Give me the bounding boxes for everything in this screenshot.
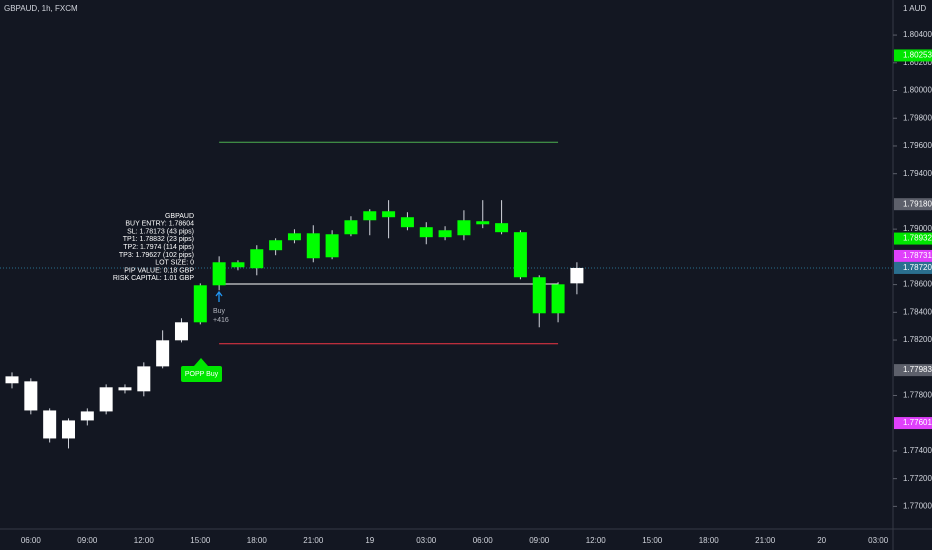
price-tag — [894, 249, 932, 262]
candle-body — [287, 233, 301, 241]
price-tag — [894, 417, 932, 430]
price-tag — [894, 232, 932, 245]
price-tag — [894, 49, 932, 62]
x-tick-label: 20 — [817, 536, 826, 545]
annotation-line: LOT SIZE: 0 — [155, 260, 194, 267]
x-tick-label: 12:00 — [586, 536, 607, 545]
candle-body — [419, 227, 433, 238]
y-tick-label: 1.77000 — [903, 501, 932, 510]
y-tick-label: 1.80200 — [903, 58, 932, 67]
candle-body — [61, 420, 75, 439]
x-tick-label: 18:00 — [247, 536, 268, 545]
annotation-line: GBPAUD — [165, 213, 194, 220]
price-tag-label: 1.77601 — [903, 418, 932, 427]
annotation-line: TP3: 1.79627 (102 pips) — [119, 252, 194, 259]
candle-body — [476, 221, 490, 225]
x-tick-label: 15:00 — [190, 536, 211, 545]
candle-body — [43, 410, 57, 439]
candle-body — [250, 249, 264, 269]
candle-body — [5, 376, 19, 384]
price-tag-label: 1.78731 — [903, 251, 932, 260]
candle-body — [174, 322, 188, 341]
chart-title: GBPAUD, 1h, FXCM — [4, 4, 78, 13]
annotation-line: BUY ENTRY: 1.78604 — [125, 221, 194, 228]
candle-body — [325, 234, 339, 258]
y-tick-label: 1.79000 — [903, 224, 932, 233]
price-tag-label: 1.79180 — [903, 199, 932, 208]
annotation-line: RISK CAPITAL: 1.01 GBP — [113, 275, 195, 282]
candle-body — [269, 240, 283, 251]
signal-box — [181, 366, 222, 382]
y-tick-label: 1.78400 — [903, 307, 932, 316]
x-tick-label: 06:00 — [21, 536, 42, 545]
candle-body — [532, 277, 546, 314]
candle-body — [400, 217, 414, 228]
x-tick-label: 09:00 — [77, 536, 98, 545]
price-tag — [894, 364, 932, 377]
annotation-line: TP1: 1.78832 (23 pips) — [123, 236, 194, 243]
y-tick-label: 1.80000 — [903, 86, 932, 95]
annotation-line: SL: 1.78173 (43 pips) — [127, 228, 194, 235]
y-tick-label: 1.79600 — [903, 141, 932, 150]
buy-text: Buy — [213, 308, 226, 315]
candle-body — [570, 267, 584, 284]
buy-arrow — [215, 290, 223, 302]
x-tick-label: 18:00 — [699, 536, 720, 545]
y-tick-label: 1.77800 — [903, 391, 932, 400]
candle-body — [24, 381, 38, 411]
price-tag-label: 1.78932 — [903, 234, 932, 243]
price-tag-label: 1.77983 — [903, 365, 932, 374]
buy-amount: +416 — [213, 317, 229, 324]
candle-body — [495, 223, 509, 233]
candle-body — [137, 366, 151, 392]
candle-body — [363, 211, 377, 221]
currency-label: 1 AUD — [903, 4, 926, 13]
price-tag-label: 1.78720 — [903, 263, 932, 272]
candle-body — [99, 387, 113, 412]
y-tick-label: 1.78200 — [903, 335, 932, 344]
price-tag-label: 1.80253 — [903, 51, 932, 60]
candle-body — [231, 262, 245, 268]
candle-body — [438, 230, 452, 238]
candle-body — [80, 411, 94, 421]
candle-body — [306, 233, 320, 259]
x-tick-label: 21:00 — [303, 536, 324, 545]
annotation-line: PIP VALUE: 0.18 GBP — [124, 267, 194, 274]
y-tick-label: 1.77200 — [903, 474, 932, 483]
x-tick-label: 09:00 — [529, 536, 550, 545]
candle-body — [551, 284, 565, 314]
signal-label: POPP Buy — [185, 371, 219, 378]
candle-body — [212, 262, 226, 286]
x-tick-label: 03:00 — [868, 536, 889, 545]
candle-body — [118, 387, 132, 391]
candle-body — [193, 285, 207, 323]
annotation-line: TP2: 1.7974 (114 pips) — [123, 244, 194, 251]
candle-body — [344, 220, 358, 235]
signal-arrow — [194, 358, 208, 366]
price-tag — [894, 198, 932, 211]
candle-body — [156, 340, 170, 367]
price-tag — [894, 261, 932, 274]
y-tick-label: 1.77400 — [903, 446, 932, 455]
x-tick-label: 21:00 — [755, 536, 776, 545]
x-tick-label: 03:00 — [416, 536, 437, 545]
y-tick-label: 1.80400 — [903, 30, 932, 39]
x-tick-label: 06:00 — [473, 536, 494, 545]
candle-body — [513, 232, 527, 278]
candle-body — [382, 211, 396, 218]
candle-body — [457, 220, 471, 236]
x-tick-label: 15:00 — [642, 536, 663, 545]
x-tick-label: 19 — [365, 536, 374, 545]
y-tick-label: 1.79400 — [903, 169, 932, 178]
y-tick-label: 1.79800 — [903, 113, 932, 122]
y-tick-label: 1.78600 — [903, 280, 932, 289]
x-tick-label: 12:00 — [134, 536, 155, 545]
